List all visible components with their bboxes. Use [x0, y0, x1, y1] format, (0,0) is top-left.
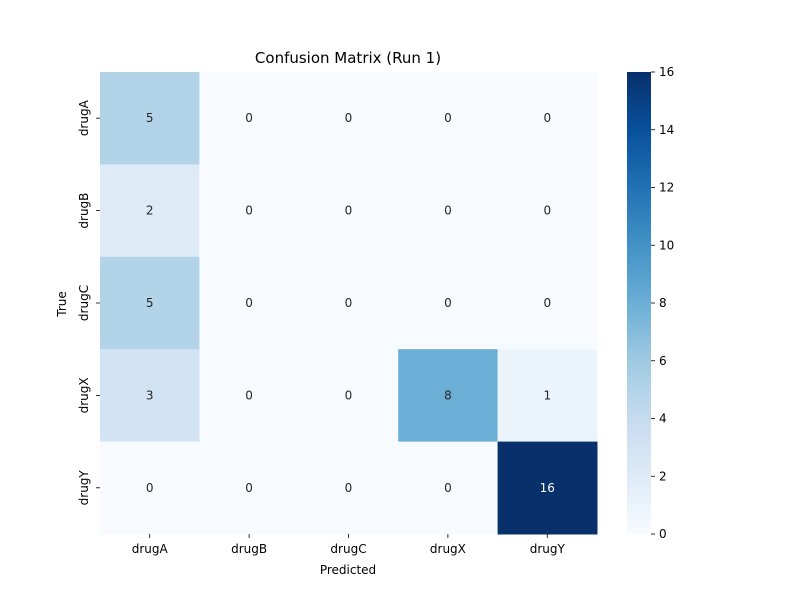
heatmap-cell: [199, 349, 300, 443]
heatmap-cell-label: 0: [146, 481, 154, 495]
heatmap-cell-label: 0: [444, 111, 452, 125]
heatmap-cell-label: 0: [245, 388, 253, 402]
heatmap-cell-label: 8: [444, 388, 452, 402]
heatmap-cell-label: 0: [245, 111, 253, 125]
heatmap-cell-label: 0: [345, 111, 353, 125]
heatmap-cell: [497, 256, 598, 350]
colorbar: [627, 72, 651, 534]
y-tick-label: drugX: [77, 377, 91, 413]
heatmap-cell: [497, 164, 598, 258]
heatmap-cell: [398, 349, 499, 443]
colorbar-ticks: 0 2 4 6 8 10 12 14 16: [651, 65, 674, 541]
colorbar-tick-label: 2: [659, 469, 667, 483]
x-tick-label: drugA: [132, 542, 169, 556]
heatmap-cell-label: 0: [345, 204, 353, 218]
heatmap-cell-label: 0: [543, 296, 551, 310]
heatmap-cell-label: 0: [543, 204, 551, 218]
y-tick-label: drugB: [77, 193, 91, 229]
heatmap-cell-label: 0: [345, 481, 353, 495]
x-tick-label: drugB: [231, 542, 267, 556]
heatmap-cell: [100, 349, 200, 443]
heatmap-cell: [298, 349, 399, 443]
y-tick-label: drugC: [77, 285, 91, 321]
heatmap-cell: [100, 441, 200, 535]
heatmap-cell: [398, 72, 499, 165]
heatmap-cell-label: 0: [444, 204, 452, 218]
heatmap-cell-label: 3: [146, 388, 154, 402]
heatmap-cell-label: 2: [146, 204, 154, 218]
heatmap-cell: [100, 256, 200, 350]
heatmap-cell: [199, 164, 300, 258]
heatmap-cell-label: 0: [444, 481, 452, 495]
heatmap-cell-labels: 5 0 0 0 0 2 0 0 0 0 5 0 0 0 0 3 0 0 8 1 0 0 0 0 16: [146, 111, 555, 495]
colorbar-tick-label: 8: [659, 296, 667, 310]
heatmap-cells: [100, 72, 598, 535]
x-axis-ticks: drugA drugB drugC drugX drugY: [132, 534, 566, 556]
heatmap-cell-label: 0: [245, 296, 253, 310]
colorbar-tick-label: 10: [659, 238, 674, 252]
colorbar-tick-label: 14: [659, 123, 674, 137]
heatmap-cell: [199, 72, 300, 165]
heatmap-cell-label: 0: [345, 388, 353, 402]
heatmap-cell-label: 0: [444, 296, 452, 310]
heatmap-cell: [100, 72, 200, 165]
heatmap-cell-label: 16: [540, 481, 555, 495]
heatmap-cell-label: 0: [245, 481, 253, 495]
heatmap-cell: [298, 256, 399, 350]
y-tick-label: drugY: [77, 470, 91, 506]
heatmap-cell-label: 5: [146, 111, 154, 125]
x-tick-label: drugX: [430, 542, 466, 556]
heatmap-cell-label: 1: [543, 388, 551, 402]
heatmap-cell-label: 0: [345, 296, 353, 310]
heatmap-cell: [199, 256, 300, 350]
heatmap-cell: [497, 441, 598, 535]
colorbar-tick-label: 0: [659, 527, 667, 541]
heatmap-cell: [199, 441, 300, 535]
x-axis-label: Predicted: [320, 563, 376, 577]
heatmap-cell: [398, 164, 499, 258]
x-tick-label: drugC: [330, 542, 366, 556]
colorbar-tick-label: 16: [659, 65, 674, 79]
heatmap-cell: [298, 441, 399, 535]
y-tick-label: drugA: [77, 99, 91, 136]
colorbar-tick-label: 4: [659, 412, 667, 426]
heatmap-cell: [298, 164, 399, 258]
heatmap-cell: [298, 72, 399, 165]
heatmap-cell-label: 5: [146, 296, 154, 310]
heatmap-cell: [497, 72, 598, 165]
colorbar-tick-label: 6: [659, 354, 667, 368]
y-axis-label: True: [55, 291, 69, 318]
y-axis-ticks: drugA drugB drugC drugX drugY: [77, 99, 100, 505]
heatmap-cell: [398, 441, 499, 535]
heatmap-cell: [497, 349, 598, 443]
heatmap-cell-label: 0: [543, 111, 551, 125]
heatmap-cell-label: 0: [245, 204, 253, 218]
heatmap-cell: [100, 164, 200, 258]
heatmap-cell: [398, 256, 499, 350]
chart-title: Confusion Matrix (Run 1): [255, 49, 441, 67]
colorbar-tick-label: 12: [659, 181, 674, 195]
x-tick-label: drugY: [530, 542, 566, 556]
